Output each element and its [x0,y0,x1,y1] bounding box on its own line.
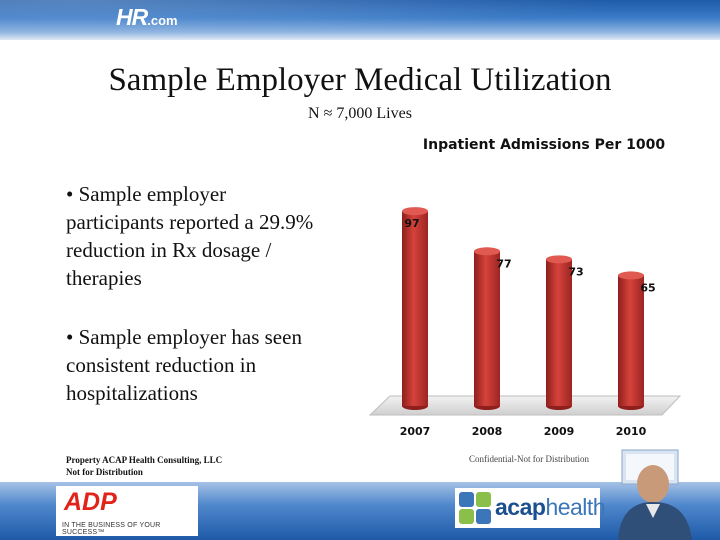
bar-2010 [618,271,644,410]
bullet-rx-reduction: • Sample employer participants reported … [66,182,314,290]
bullet-hospitalizations: • Sample employer has seen consistent re… [66,325,302,405]
data-label-2007: 97 [404,217,419,230]
inpatient-admissions-chart: Inpatient Admissions Per 1000 97 77 73 65 2… [368,137,682,438]
adp-tagline: IN THE BUSINESS OF YOUR SUCCESS™ [62,522,161,536]
footer-property-notice: Property ACAP Health Consulting, LLC Not… [66,454,222,478]
x-tick-2010: 2010 [616,425,647,438]
x-tick-2008: 2008 [472,425,503,438]
chart-title: Inpatient Admissions Per 1000 [423,137,665,153]
acap-word: acap [495,494,546,520]
chart-floor [368,395,682,416]
data-label-2008: 77 [496,257,511,270]
acap-health-logo: acaphealth [455,488,606,528]
bar-2007 [402,207,428,410]
bar-2009 [546,255,572,410]
footer-distribution-line: Not for Distribution [66,467,143,477]
adp-logo: ADP [64,488,117,516]
bar-2008 [474,247,500,410]
footer-confidential: Confidential-Not for Distribution [469,454,589,464]
hr-com-logo: HR.com [116,4,178,30]
header-band [0,0,720,40]
slide-subtitle: N ≈ 7,000 Lives [308,105,412,122]
acap-puzzle-icon [459,492,491,524]
x-tick-2007: 2007 [400,425,431,438]
data-label-2010: 65 [640,281,655,294]
x-tick-2009: 2009 [544,425,575,438]
health-word: health [545,494,606,520]
slide-title: Sample Employer Medical Utilization [108,62,612,98]
businessman-photo [618,449,692,540]
data-label-2009: 73 [568,265,583,278]
footer-property-line: Property ACAP Health Consulting, LLC [66,455,223,465]
adp-logo-box: ADP IN THE BUSINESS OF YOUR SUCCESS™ [56,486,198,536]
